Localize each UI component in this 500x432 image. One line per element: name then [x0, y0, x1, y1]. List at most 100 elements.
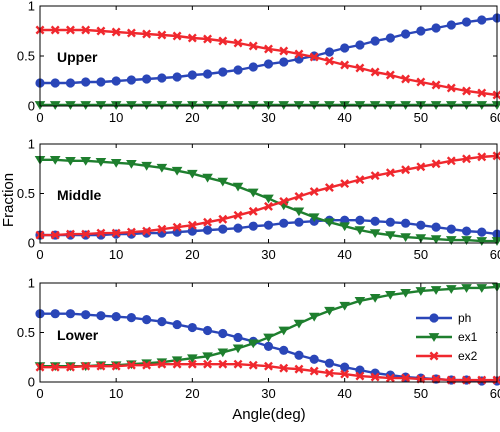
- data-point-ex2: [50, 25, 60, 35]
- x-tick-label: 30: [261, 110, 275, 125]
- data-point-ph: [65, 309, 76, 319]
- data-point-ex1: [430, 101, 442, 110]
- data-point-ex1: [80, 101, 92, 110]
- data-point-ex1: [126, 101, 137, 110]
- data-point-ex2: [248, 206, 258, 216]
- data-point-ex2: [431, 159, 441, 169]
- data-point-ex2: [294, 364, 304, 374]
- y-tick-label: 0: [28, 375, 35, 390]
- data-point-ph: [263, 220, 274, 230]
- data-point-ex2: [233, 38, 243, 48]
- panel-middle: 0 10 20 30 40 50 60 0 0.5 1 Middle: [17, 137, 500, 262]
- data-point-ex1: [385, 291, 396, 300]
- data-point-ex2: [340, 60, 350, 70]
- data-point-ex2: [431, 374, 441, 384]
- data-point-ex1: [385, 231, 396, 240]
- data-point-ex2: [187, 359, 197, 369]
- data-point-ex2: [279, 196, 289, 206]
- data-point-ex1: [308, 213, 320, 223]
- data-point-ex1: [293, 207, 305, 217]
- legend-marker-ph: [429, 313, 439, 323]
- x-tick-label: 60: [490, 386, 500, 401]
- data-point-ex2: [446, 83, 456, 93]
- data-point-ex2: [233, 359, 243, 369]
- data-point-ex1: [171, 166, 183, 176]
- data-point-ex2: [431, 80, 441, 90]
- data-point-ph: [385, 33, 395, 43]
- data-point-ph: [96, 311, 106, 321]
- data-point-ph: [202, 325, 213, 336]
- data-point-ex1: [49, 155, 61, 165]
- panel-upper: 0 10 20 30 40 50 60 0 0.5 1 Upper: [17, 0, 500, 125]
- data-point-ex2: [340, 369, 350, 379]
- data-point-ph: [400, 218, 411, 228]
- data-point-ex1: [95, 157, 107, 167]
- data-point-ex1: [354, 101, 366, 110]
- data-point-ex1: [324, 101, 335, 110]
- x-tick-label: 0: [36, 247, 43, 262]
- data-point-ex2: [81, 361, 91, 371]
- legend-label-ph: ph: [458, 311, 471, 325]
- data-point-ph: [400, 29, 411, 39]
- data-point-ex2: [385, 168, 395, 178]
- legend-label-ex1: ex1: [458, 330, 478, 344]
- data-point-ex2: [172, 359, 182, 369]
- data-point-ex2: [355, 175, 365, 185]
- x-tick-label: 40: [337, 386, 351, 401]
- data-point-ph: [492, 13, 500, 23]
- x-tick-label: 20: [185, 110, 199, 125]
- data-point-ex1: [476, 237, 488, 246]
- data-point-ex2: [172, 31, 182, 41]
- data-point-ex1: [156, 101, 168, 110]
- data-point-ex2: [142, 29, 152, 39]
- data-point-ex1: [369, 293, 381, 303]
- data-point-ex2: [111, 27, 121, 37]
- legend-entry-ex1: ex1: [416, 330, 478, 344]
- data-point-ex2: [385, 373, 395, 383]
- data-point-ex1: [247, 188, 259, 198]
- data-point-ex2: [462, 154, 471, 164]
- data-point-ex1: [354, 226, 366, 236]
- data-point-ph: [233, 332, 243, 343]
- data-point-ex1: [461, 101, 472, 110]
- data-point-ph: [126, 313, 136, 323]
- series-ex1: [34, 101, 500, 110]
- data-point-ex2: [111, 228, 121, 238]
- legend-marker-ex1: [428, 333, 440, 342]
- data-point-ph: [263, 341, 274, 351]
- data-point-ex2: [157, 359, 167, 369]
- data-point-ex1: [187, 354, 198, 364]
- data-point-ex1: [217, 177, 229, 187]
- data-point-ph: [233, 223, 243, 233]
- data-point-ex2: [264, 201, 273, 211]
- x-axis-title: Angle(deg): [232, 406, 305, 423]
- data-point-ex1: [49, 101, 61, 110]
- data-point-ph: [279, 218, 289, 228]
- data-point-ph: [355, 40, 365, 50]
- data-point-ex2: [446, 156, 456, 166]
- data-point-ex1: [217, 348, 229, 358]
- data-point-ph: [477, 15, 487, 25]
- data-point-ph: [111, 76, 121, 86]
- series-ex2: [35, 151, 500, 240]
- data-point-ex2: [203, 359, 213, 369]
- data-point-ph: [142, 74, 152, 84]
- y-tick-label: 0: [28, 99, 35, 114]
- data-point-ex1: [293, 319, 305, 329]
- data-point-ph: [202, 69, 213, 79]
- x-tick-label: 30: [261, 386, 275, 401]
- x-tick-label: 20: [185, 386, 199, 401]
- data-point-ex1: [354, 296, 366, 306]
- data-point-ph: [187, 322, 197, 333]
- y-tick-label: 0.5: [17, 325, 35, 340]
- data-point-ex1: [445, 236, 457, 245]
- data-point-ex2: [233, 210, 243, 220]
- data-point-ex1: [369, 101, 381, 110]
- legend-entry-ex2: ex2: [416, 349, 478, 363]
- data-point-ex2: [50, 230, 60, 240]
- x-tick-label: 60: [490, 110, 500, 125]
- data-point-ph: [81, 77, 91, 87]
- panel-label: Upper: [57, 49, 98, 65]
- data-point-ph: [218, 328, 228, 339]
